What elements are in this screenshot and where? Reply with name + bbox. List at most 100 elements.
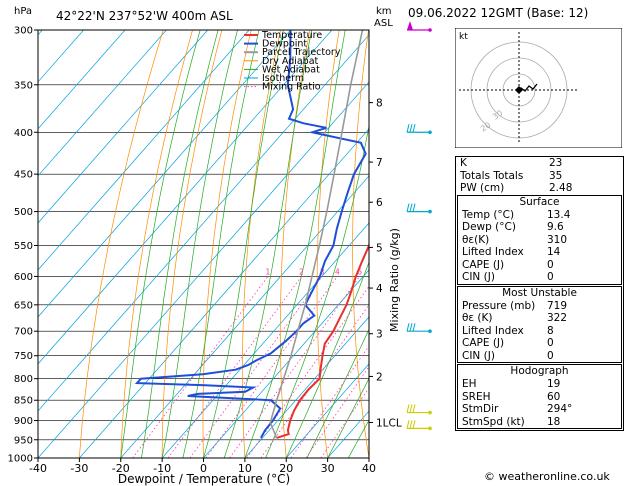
index-value: 2.48 xyxy=(549,182,573,194)
wet-adiabat-line xyxy=(120,30,201,458)
surface-value: 0 xyxy=(547,271,554,283)
wet-adiabat-line xyxy=(182,30,260,458)
index-row-pw: PW (cm) 2.48 xyxy=(456,182,623,195)
wet-adiabat-line xyxy=(203,30,284,458)
legend-entry: Parcel Trajectory xyxy=(262,47,341,58)
wind-barb xyxy=(406,124,432,135)
wind-barb xyxy=(406,420,432,431)
isotherm-line xyxy=(244,316,369,458)
hodograph-panel: kt 30 20 xyxy=(455,28,622,148)
wet-adiabat-line xyxy=(244,30,346,458)
mixing-ratio-label: 4 xyxy=(335,267,340,276)
mixing-ratio-line xyxy=(167,276,302,458)
parcel-trajectory-line xyxy=(269,30,364,439)
barb-dot xyxy=(428,329,432,334)
barb-dot xyxy=(428,28,432,32)
barb-dot xyxy=(428,209,432,214)
legend-entry: Temperature xyxy=(261,30,322,41)
barb-dot xyxy=(428,426,432,431)
km-tick-label: 3 xyxy=(376,329,383,341)
legend-entry: Mixing Ratio xyxy=(262,82,321,93)
pressure-tick-label: 700 xyxy=(14,327,33,338)
surface-value: 0 xyxy=(547,258,554,271)
mu-value: 8 xyxy=(547,324,554,337)
hodograph-unit: kt xyxy=(459,32,468,42)
pressure-tick-label: 950 xyxy=(14,435,33,446)
mu-label: Lifted Index xyxy=(462,324,524,337)
hodo-label: SREH xyxy=(462,390,491,403)
pressure-tick-label: 550 xyxy=(14,241,33,252)
index-label: PW (cm) xyxy=(460,182,505,194)
surface-label: Dewp (°C) xyxy=(462,221,516,233)
barb-feather xyxy=(406,404,410,413)
barb-dot xyxy=(428,130,432,135)
barb-feather xyxy=(409,404,413,413)
surface-title: Surface xyxy=(519,195,560,208)
isotherm-line xyxy=(38,81,369,458)
km-tick-label: 5 xyxy=(376,242,383,254)
surface-label: Temp (°C) xyxy=(462,208,515,221)
surface-label: Lifted Index xyxy=(462,246,524,258)
km-tick-label: 7 xyxy=(376,157,383,169)
dry-adiabat-line xyxy=(279,30,311,458)
isotherm-line xyxy=(203,269,369,458)
surface-label: θε(K) xyxy=(462,233,490,246)
isotherm-line xyxy=(38,30,250,271)
hodo-label: EH xyxy=(462,378,477,390)
surface-row: Dewp (°C) 9.6 xyxy=(458,221,621,234)
wind-barbs xyxy=(406,21,432,431)
wet-adiabat-line xyxy=(223,30,313,458)
isotherm-line xyxy=(285,363,369,458)
dry-adiabat-line xyxy=(120,30,193,458)
legend-entry: Isotherm xyxy=(262,73,304,84)
hodo-label: StmDir xyxy=(462,403,499,415)
isotherm-line xyxy=(38,30,167,177)
pressure-tick-label: 450 xyxy=(14,170,33,181)
mu-row: CIN (J) 0 xyxy=(458,350,621,363)
hodo-value: 294° xyxy=(547,403,573,415)
pressure-tick-label: 1000 xyxy=(8,454,33,465)
surface-row: Temp (°C) 13.4 xyxy=(458,209,621,222)
dry-adiabat-line xyxy=(79,30,164,458)
isotherm-line xyxy=(38,30,126,130)
mixing-ratio-line xyxy=(305,365,369,458)
surface-row: Lifted Index 14 xyxy=(458,246,621,259)
surface-value: 9.6 xyxy=(547,221,564,233)
skewt-profiles xyxy=(134,30,369,439)
mixing-ratio-line xyxy=(189,276,323,458)
temp-tick-label: -30 xyxy=(70,462,88,475)
mixing-ratio-label: 1 xyxy=(266,267,271,276)
legend-entry: Wet Adiabat xyxy=(262,64,320,75)
most-unstable-title: Most Unstable xyxy=(502,286,577,299)
mixing-ratio-label: 20 xyxy=(427,267,437,276)
mu-row: Pressure (mb) 719 xyxy=(458,300,621,313)
temperature-line xyxy=(276,241,369,439)
hodo-value: 19 xyxy=(547,378,561,390)
date-title: 09.06.2022 12GMT (Base: 12) xyxy=(408,6,589,20)
barb-feather xyxy=(412,404,416,413)
mu-value: 322 xyxy=(547,312,568,324)
mu-label: θε (K) xyxy=(462,312,493,324)
mixing-ratio-line xyxy=(290,345,369,458)
wet-adiabat-line xyxy=(285,261,369,458)
temp-tick-label: 30 xyxy=(321,462,335,475)
km-tick-label: 4 xyxy=(376,283,383,295)
mixing-ratio-label: 8 xyxy=(374,267,379,276)
km-unit-label: km xyxy=(376,6,392,17)
isotherm-line xyxy=(38,30,291,318)
barb-feather xyxy=(406,124,410,133)
mu-value: 0 xyxy=(547,337,554,349)
temp-tick-label: 40 xyxy=(362,462,376,475)
isotherm-line xyxy=(38,34,369,412)
mu-label: CAPE (J) xyxy=(462,337,505,349)
isotherm-line xyxy=(38,30,209,224)
mu-value: 0 xyxy=(547,349,554,362)
wet-adiabat-line xyxy=(141,30,219,458)
mixing-ratio-label: 25 xyxy=(441,267,451,276)
barb-feather xyxy=(412,323,416,332)
barb-feather xyxy=(406,203,410,212)
surface-label: CIN (J) xyxy=(462,271,495,283)
hodo-row: StmSpd (kt) 18 xyxy=(458,416,621,429)
credit-text: © weatheronline.co.uk xyxy=(484,470,610,483)
